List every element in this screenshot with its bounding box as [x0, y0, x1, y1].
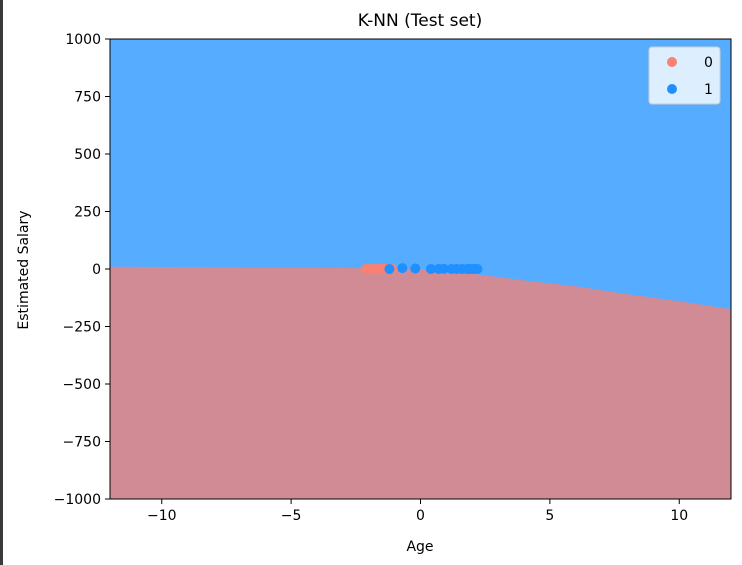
x-tick-label: −5 [281, 508, 302, 524]
legend-marker-class-1 [667, 84, 677, 94]
y-tick-label: 0 [92, 262, 101, 278]
y-tick-label: −500 [63, 377, 101, 393]
point-class-1 [397, 263, 408, 274]
region-class-0 [110, 266, 731, 499]
legend-label-class-1: 1 [704, 82, 713, 98]
chart-title: K-NN (Test set) [358, 11, 482, 31]
x-axis-label: Age [406, 539, 433, 555]
point-class-1 [438, 263, 449, 274]
point-class-1 [410, 263, 421, 274]
y-tick-label: −750 [63, 435, 101, 451]
legend-marker-class-0 [667, 57, 677, 67]
legend-label-class-0: 0 [704, 55, 713, 71]
decision-regions [110, 39, 731, 499]
legend: 0 1 [648, 46, 721, 105]
point-class-1 [384, 264, 395, 274]
y-axis-ticks: 1000 750 500 250 0 −250 −500 −750 −1000 [54, 32, 110, 508]
window-left-edge [0, 0, 3, 565]
point-class-1 [425, 264, 436, 274]
x-tick-label: 10 [670, 508, 688, 524]
point-class-1 [472, 264, 483, 274]
y-axis-label: Estimated Salary [16, 210, 32, 329]
x-axis-ticks: −10 −5 0 5 10 [147, 499, 688, 524]
y-tick-label: −1000 [54, 492, 101, 508]
scatter-points [361, 263, 483, 274]
y-tick-label: 750 [74, 90, 101, 106]
y-tick-label: −250 [63, 320, 101, 336]
legend-box [648, 46, 721, 105]
y-tick-label: 1000 [65, 32, 101, 48]
y-tick-label: 250 [74, 205, 101, 221]
x-tick-label: 5 [545, 508, 554, 524]
x-tick-label: 0 [416, 508, 425, 524]
x-tick-label: −10 [147, 508, 177, 524]
y-tick-label: 500 [74, 147, 101, 163]
